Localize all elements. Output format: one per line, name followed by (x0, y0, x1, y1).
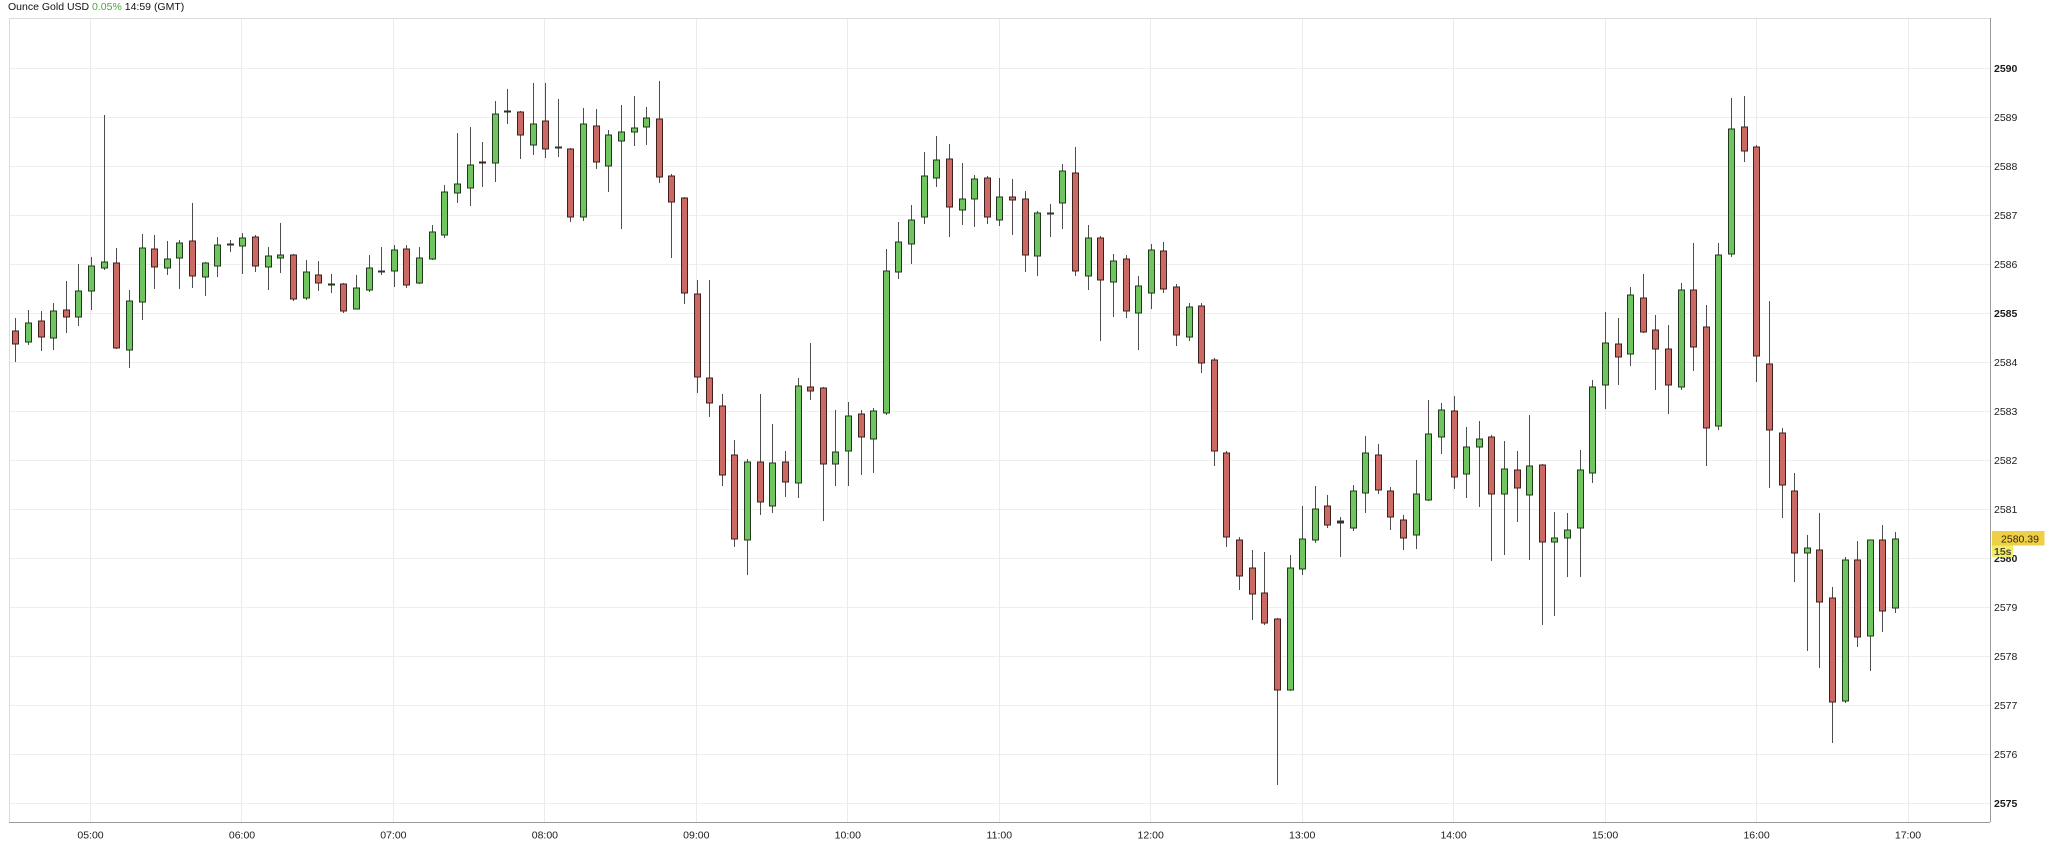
svg-text:12:00: 12:00 (1138, 829, 1164, 841)
svg-text:2588: 2588 (1994, 161, 2018, 173)
svg-text:15:00: 15:00 (1592, 829, 1618, 841)
svg-text:2575: 2575 (1994, 798, 2018, 810)
svg-text:2587: 2587 (1994, 210, 2018, 222)
svg-text:11:00: 11:00 (987, 829, 1013, 841)
svg-text:17:00: 17:00 (1895, 829, 1921, 841)
svg-text:14:00: 14:00 (1440, 829, 1466, 841)
svg-text:2589: 2589 (1994, 112, 2018, 124)
svg-text:2580.39: 2580.39 (2001, 534, 2039, 546)
svg-text:2585: 2585 (1994, 308, 2018, 320)
svg-text:16:00: 16:00 (1743, 829, 1769, 841)
svg-text:2584: 2584 (1994, 357, 2018, 369)
svg-text:2579: 2579 (1994, 602, 2018, 614)
svg-text:2577: 2577 (1994, 700, 2018, 712)
svg-text:09:00: 09:00 (683, 829, 709, 841)
svg-text:2578: 2578 (1994, 651, 2018, 663)
svg-text:13:00: 13:00 (1289, 829, 1315, 841)
svg-text:2576: 2576 (1994, 749, 2018, 761)
svg-text:07:00: 07:00 (380, 829, 406, 841)
svg-text:08:00: 08:00 (532, 829, 558, 841)
svg-text:2590: 2590 (1994, 63, 2018, 75)
svg-text:2583: 2583 (1994, 406, 2018, 418)
svg-text:10:00: 10:00 (835, 829, 861, 841)
svg-text:15s: 15s (1994, 546, 2012, 558)
svg-text:05:00: 05:00 (77, 829, 103, 841)
svg-text:2581: 2581 (1994, 504, 2018, 516)
svg-text:2586: 2586 (1994, 259, 2018, 271)
svg-text:06:00: 06:00 (229, 829, 255, 841)
svg-text:2582: 2582 (1994, 455, 2018, 467)
